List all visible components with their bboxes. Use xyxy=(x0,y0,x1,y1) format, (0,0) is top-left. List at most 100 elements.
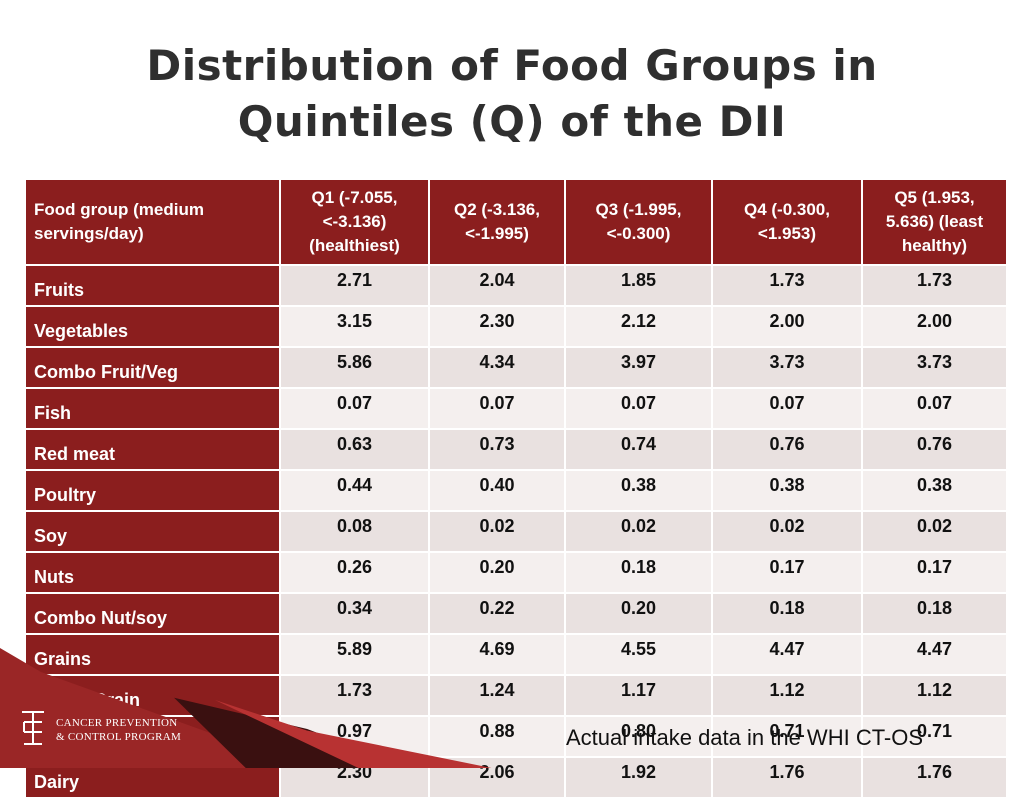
cell-q5: 0.38 xyxy=(861,469,1008,512)
footnote: Actual intake data in the WHI CT-OS xyxy=(566,725,924,750)
slide-title: Distribution of Food Groups in Quintiles… xyxy=(0,38,1024,150)
cell-q2: 0.20 xyxy=(428,551,566,594)
row-label: Soy xyxy=(24,510,281,553)
cell-q1: 3.15 xyxy=(279,305,430,348)
cell-q4: 0.07 xyxy=(711,387,863,430)
table-row: Vegetables 3.15 2.30 2.12 2.00 2.00 xyxy=(24,305,1008,348)
cell-q4: 0.17 xyxy=(711,551,863,594)
cell-q4: 0.02 xyxy=(711,510,863,553)
cell-q5: 1.76 xyxy=(861,756,1008,799)
cell-q5: 0.76 xyxy=(861,428,1008,471)
cell-q1: 0.08 xyxy=(279,510,430,553)
cell-q5: 1.12 xyxy=(861,674,1008,717)
cell-q3: 1.92 xyxy=(564,756,713,799)
cell-q1: 0.63 xyxy=(279,428,430,471)
cell-q3: 0.18 xyxy=(564,551,713,594)
row-label: Fish xyxy=(24,387,281,430)
cell-q4: 1.73 xyxy=(711,264,863,307)
cell-q5: 0.02 xyxy=(861,510,1008,553)
slide-title-line2: Quintiles (Q) of the DII xyxy=(237,97,787,146)
slide-title-line1: Distribution of Food Groups in xyxy=(146,41,878,90)
table-header: Food group (medium servings/day) Q1 (-7.… xyxy=(24,178,1008,266)
cell-q3: 0.80 xyxy=(564,715,713,758)
cell-q5: 0.71 xyxy=(861,715,1008,758)
cell-q2: 4.34 xyxy=(428,346,566,389)
cell-q1: 2.71 xyxy=(279,264,430,307)
cell-q4: 0.71 xyxy=(711,715,863,758)
table-row: Soy 0.08 0.02 0.02 0.02 0.02 xyxy=(24,510,1008,553)
table-row: Grains 5.89 4.69 4.55 4.47 4.47 xyxy=(24,633,1008,676)
table-row: Poultry 0.44 0.40 0.38 0.38 0.38 xyxy=(24,469,1008,512)
cell-q3: 0.74 xyxy=(564,428,713,471)
cell-q3: 1.85 xyxy=(564,264,713,307)
cell-q2: 4.69 xyxy=(428,633,566,676)
table-row: Combo Nut/soy 0.34 0.22 0.20 0.18 0.18 xyxy=(24,592,1008,635)
row-label: Combo Nut/soy xyxy=(24,592,281,635)
header-q5: Q5 (1.953, 5.636) (least healthy) xyxy=(861,178,1008,266)
cell-q5: 4.47 xyxy=(861,633,1008,676)
cell-q3: 2.12 xyxy=(564,305,713,348)
cell-q4: 3.73 xyxy=(711,346,863,389)
cell-q5: 1.73 xyxy=(861,264,1008,307)
cell-q3: 1.17 xyxy=(564,674,713,717)
logo-text-line1: CANCER PREVENTION xyxy=(56,717,178,729)
table-row: Nuts 0.26 0.20 0.18 0.17 0.17 xyxy=(24,551,1008,594)
cell-q5: 0.17 xyxy=(861,551,1008,594)
cell-q2: 0.02 xyxy=(428,510,566,553)
cell-q1: 0.07 xyxy=(279,387,430,430)
cell-q4: 0.18 xyxy=(711,592,863,635)
row-label: Red meat xyxy=(24,428,281,471)
row-label: Vegetables xyxy=(24,305,281,348)
row-label: Grains xyxy=(24,633,281,676)
cell-q1: 5.86 xyxy=(279,346,430,389)
cell-q2: 0.22 xyxy=(428,592,566,635)
cell-q3: 0.38 xyxy=(564,469,713,512)
cell-q2: 1.24 xyxy=(428,674,566,717)
cell-q2: 2.30 xyxy=(428,305,566,348)
cell-q3: 3.97 xyxy=(564,346,713,389)
table-header-row: Food group (medium servings/day) Q1 (-7.… xyxy=(24,178,1008,266)
header-q2: Q2 (-3.136, <-1.995) xyxy=(428,178,566,266)
cell-q4: 0.76 xyxy=(711,428,863,471)
cell-q2: 0.07 xyxy=(428,387,566,430)
cell-q2: 2.04 xyxy=(428,264,566,307)
header-q1: Q1 (-7.055, <-3.136) (healthiest) xyxy=(279,178,430,266)
cell-q1: 0.34 xyxy=(279,592,430,635)
header-q3: Q3 (-1.995, <-0.300) xyxy=(564,178,713,266)
row-label: Nuts xyxy=(24,551,281,594)
row-label: Combo Fruit/Veg xyxy=(24,346,281,389)
cell-q4: 4.47 xyxy=(711,633,863,676)
cell-q5: 0.07 xyxy=(861,387,1008,430)
cell-q5: 2.00 xyxy=(861,305,1008,348)
cell-q3: 0.07 xyxy=(564,387,713,430)
cell-q4: 1.76 xyxy=(711,756,863,799)
logo-text-line2: & CONTROL PROGRAM xyxy=(56,731,182,743)
cell-q1: 0.44 xyxy=(279,469,430,512)
cell-q2: 0.88 xyxy=(428,715,566,758)
cell-q1: 1.73 xyxy=(279,674,430,717)
cell-q4: 0.38 xyxy=(711,469,863,512)
row-label: Fruits xyxy=(24,264,281,307)
cell-q3: 0.02 xyxy=(564,510,713,553)
header-food-group: Food group (medium servings/day) xyxy=(24,178,281,266)
cell-q3: 0.20 xyxy=(564,592,713,635)
table-row: Fruits 2.71 2.04 1.85 1.73 1.73 xyxy=(24,264,1008,307)
cell-q4: 2.00 xyxy=(711,305,863,348)
food-group-table: Food group (medium servings/day) Q1 (-7.… xyxy=(24,178,1008,799)
university-seal-icon xyxy=(22,711,44,745)
program-logo: CANCER PREVENTION & CONTROL PROGRAM xyxy=(14,706,204,756)
cell-q3: 4.55 xyxy=(564,633,713,676)
table-row: Fish 0.07 0.07 0.07 0.07 0.07 xyxy=(24,387,1008,430)
cell-q5: 3.73 xyxy=(861,346,1008,389)
row-label: Poultry xyxy=(24,469,281,512)
cell-q1: 5.89 xyxy=(279,633,430,676)
table-row: Red meat 0.63 0.73 0.74 0.76 0.76 xyxy=(24,428,1008,471)
cell-q2: 0.73 xyxy=(428,428,566,471)
table-row: Combo Fruit/Veg 5.86 4.34 3.97 3.73 3.73 xyxy=(24,346,1008,389)
cell-q4: 1.12 xyxy=(711,674,863,717)
header-q4: Q4 (-0.300, <1.953) xyxy=(711,178,863,266)
cell-q5: 0.18 xyxy=(861,592,1008,635)
table-body: Fruits 2.71 2.04 1.85 1.73 1.73 Vegetables 3.15… xyxy=(24,264,1008,799)
cell-q2: 0.40 xyxy=(428,469,566,512)
cell-q1: 0.26 xyxy=(279,551,430,594)
